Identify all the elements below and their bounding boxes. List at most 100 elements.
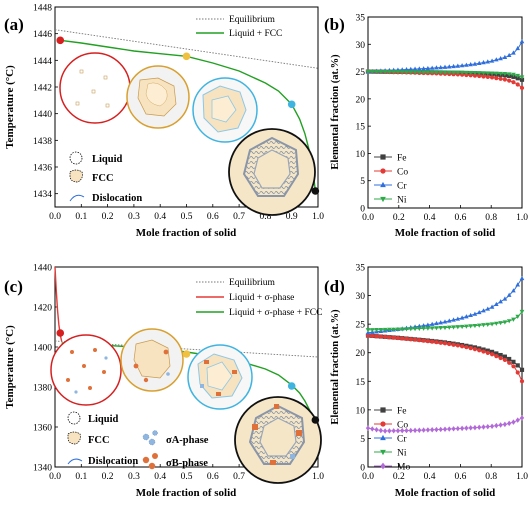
- data-point-co: [498, 355, 503, 361]
- data-point-cr: [451, 317, 456, 322]
- x-tick-label-b: 0.6: [454, 213, 466, 223]
- y-tick-label-d: 5: [360, 435, 365, 445]
- data-point-ni: [502, 72, 508, 77]
- x-tick-label-a: 0.2: [102, 212, 114, 222]
- data-point-co: [468, 73, 473, 78]
- legend-label-liquid-sigma-fcc-c: Liquid + σ-phase + FCC: [229, 308, 322, 318]
- data-point-co: [395, 335, 401, 341]
- data-point-cr: [438, 64, 444, 70]
- x-tick-label-d: 0.4: [424, 472, 436, 482]
- data-point-mo: [451, 426, 456, 432]
- panel-a: (a) Temperature (°C) Mole fraction of so…: [4, 4, 324, 240]
- key-c: Liquid FCC Dislocation σA-phase σB-phase: [67, 411, 209, 470]
- data-point-co: [438, 340, 443, 345]
- stage-marker-4: [311, 187, 320, 195]
- data-point-ni: [412, 70, 418, 75]
- data-point-mo: [383, 428, 388, 434]
- microstructure-liquid-circle-a: [59, 52, 131, 124]
- data-point-ni: [399, 327, 405, 332]
- data-point-ni: [511, 72, 516, 78]
- x-tick-label-c: 0.7: [233, 472, 245, 482]
- key-fcc-label-a: FCC: [92, 173, 114, 184]
- x-axis-label-c: Mole fraction of solid: [136, 487, 237, 499]
- x-tick-label-a: 0.7: [233, 212, 245, 222]
- data-point-ni: [391, 70, 396, 75]
- legend-marker-mo-d: [380, 462, 386, 470]
- data-point-cr: [472, 61, 478, 66]
- data-point-ni: [412, 327, 418, 332]
- legend-label-co-d: Co: [397, 421, 408, 431]
- key-sigma-b-label: σB-phase: [166, 458, 208, 469]
- y-tick-label-b: 10: [356, 150, 366, 160]
- markers-c: [56, 329, 320, 424]
- legend-label-equilibrium-c: Equilibrium: [229, 278, 276, 288]
- data-point-co: [507, 78, 512, 83]
- key-liquid-label-a: Liquid: [92, 154, 123, 165]
- data-point-mo: [438, 426, 443, 433]
- data-point-co: [477, 348, 482, 353]
- data-point-ni: [455, 70, 461, 75]
- data-point-co: [477, 73, 482, 79]
- data-point-mo: [412, 427, 418, 434]
- legend-label-equilibrium-a: Equilibrium: [229, 15, 276, 25]
- data-point-co: [498, 76, 503, 81]
- data-point-ni: [382, 327, 388, 333]
- markers-a: [56, 36, 320, 195]
- legend-a: Equilibrium Liquid + FCC: [196, 15, 282, 39]
- key-dislocation-label-a: Dislocation: [92, 193, 142, 204]
- data-point-co: [400, 336, 405, 341]
- y-axis-label-b: Elemental fraction (at.%): [330, 54, 341, 170]
- data-point-ni: [365, 328, 371, 333]
- data-point-ni: [404, 70, 409, 75]
- data-point-mo: [485, 423, 490, 430]
- data-point-co: [489, 75, 495, 80]
- x-tick-label-a: 0.4: [154, 212, 166, 222]
- data-point-ni: [434, 70, 439, 75]
- data-point-ni: [489, 322, 495, 327]
- data-point-co: [464, 345, 469, 350]
- stage-marker-2: [182, 52, 191, 61]
- y-tick-label-c: 1440: [33, 264, 52, 274]
- data-point-co: [404, 336, 409, 341]
- data-point-ni: [459, 70, 465, 75]
- data-point-co: [425, 338, 430, 344]
- data-point-cr: [421, 323, 426, 328]
- data-point-co: [378, 334, 383, 339]
- data-point-mo: [430, 427, 435, 433]
- y-tick-label-c: 1340: [33, 464, 52, 474]
- data-point-ni: [378, 69, 384, 75]
- series-line-equilibrium: [54, 29, 319, 69]
- x-tick-label-d: 0.6: [454, 472, 466, 482]
- x-tick-label-c: 0.3: [128, 472, 140, 482]
- data-point-co: [455, 343, 460, 348]
- y-tick-label-b: 0: [360, 205, 365, 215]
- data-point-cr: [506, 292, 512, 297]
- data-point-cr: [468, 312, 473, 318]
- microstructure-solid-circle-c: [234, 396, 322, 484]
- legend-label-ni-d: Ni: [397, 449, 407, 459]
- y-tick-label-d: 20: [356, 349, 366, 359]
- data-point-cr: [515, 282, 521, 287]
- y-tick-label-d: 35: [356, 264, 366, 274]
- data-point-mo: [481, 424, 486, 430]
- legend-label-fe-d: Fe: [397, 407, 407, 417]
- plot-frame-d: [367, 266, 523, 468]
- data-point-cr: [404, 67, 409, 72]
- data-point-cr: [442, 319, 448, 324]
- data-point-fe: [494, 351, 499, 356]
- y-tick-label-b: 30: [356, 41, 366, 51]
- y-tick-label-a: 1438: [33, 137, 52, 147]
- data-point-ni: [387, 70, 392, 75]
- data-point-ni: [382, 70, 388, 75]
- legend-label-co-b: Co: [397, 168, 408, 178]
- data-point-ni: [481, 71, 486, 76]
- data-point-cr: [485, 59, 491, 64]
- x-tick-label-d: 0.0: [362, 472, 374, 482]
- fcc-symbol-c: [67, 431, 81, 445]
- data-point-ni: [511, 317, 516, 322]
- data-point-ni: [494, 71, 499, 76]
- y-axis-label-d: Elemental fraction (at.%): [330, 309, 341, 425]
- stage-marker-4: [311, 416, 320, 424]
- panel-b: (b) Elemental fraction (at.%) Mole fract…: [324, 14, 528, 240]
- data-point-cr: [498, 56, 503, 61]
